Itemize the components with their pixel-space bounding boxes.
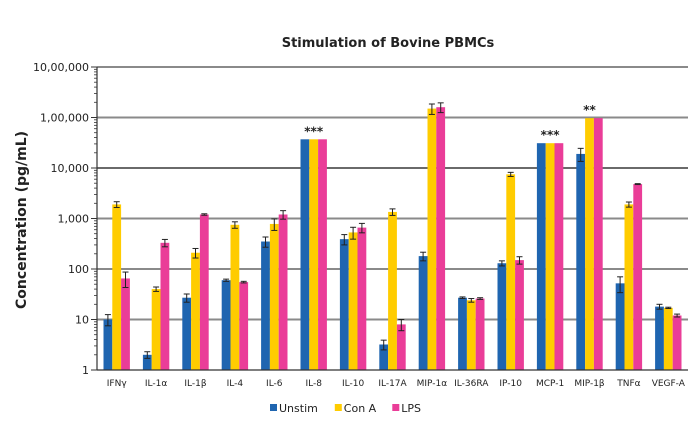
legend-label: Con A [344,402,377,415]
bar-lps [593,118,603,370]
x-tick-label: IL-4 [227,379,244,389]
bar-unstim [221,280,231,370]
x-tick-label: MIP-1α [417,379,448,389]
legend-swatch [270,404,277,411]
bar-unstim [261,241,270,370]
bar-con-a [663,307,673,370]
bar-lps [672,315,682,370]
chart-title: Stimulation of Bovine PBMCs [282,36,495,51]
y-tick-label: 1,00,000 [40,112,89,125]
bar-unstim [142,354,152,370]
bar-lps [436,107,446,370]
legend-swatch [392,404,400,411]
significance-annotation: *** [541,128,561,142]
bar-con-a [112,204,122,370]
significance-annotation: ** [583,103,596,117]
bar-con-a [269,223,279,370]
bar-con-a [585,118,594,370]
bar-con-a [624,204,634,370]
bar-con-a [191,252,200,370]
bar-con-a [230,224,240,370]
x-tick-label: MCP-1 [536,379,564,389]
bar-lps [160,242,170,370]
bar-lps [121,278,130,370]
bar-unstim [103,319,113,370]
y-tick-label: 1 [82,364,89,377]
bar-con-a [506,174,516,370]
bar-unstim [418,256,428,370]
bar-lps [515,260,524,370]
bar-lps [633,184,643,370]
bar-unstim [379,344,389,370]
bar-con-a [545,143,555,370]
significance-annotation: *** [304,124,324,138]
x-tick-label: IL-6 [266,379,283,389]
bar-unstim [339,239,349,370]
bar-lps [318,139,327,370]
x-tick-label: IL-8 [305,379,322,389]
x-tick-label: IL-17A [378,379,407,389]
bar-unstim [182,297,192,370]
bar-unstim [497,263,507,370]
bar-lps [199,214,209,370]
bar-con-a [151,289,161,370]
y-tick-label: 10 [75,314,89,327]
y-axis-label: Concentration (pg/mL) [14,131,30,309]
bar-unstim [615,283,625,370]
bar-lps [475,298,485,370]
y-tick-label: 10,000 [51,162,90,175]
x-tick-label: VEGF-A [652,379,686,389]
x-tick-label: MIP-1β [574,379,605,389]
x-tick-label: IFNγ [107,379,128,389]
bar-con-a [466,300,476,370]
bar-unstim [655,306,664,370]
bar-con-a [388,211,397,370]
bar-con-a [427,108,437,370]
y-tick-label: 1,000 [58,213,90,226]
legend-swatch [334,404,342,411]
bar-unstim [536,143,546,370]
bar-unstim [576,153,586,370]
y-tick-label: 10,00,000 [33,61,89,74]
y-tick-label: 100 [68,263,89,276]
bar-lps [239,282,249,370]
x-tick-label: IL-10 [342,379,364,389]
bar-lps [554,143,564,370]
bar-con-a [309,139,319,370]
bar-lps [396,324,406,370]
bar-con-a [348,232,358,370]
x-tick-label: IP-10 [499,379,522,389]
legend-label: Unstim [279,402,318,415]
x-tick-label: TNFα [616,379,640,389]
x-tick-label: IL-1α [145,379,167,389]
bar-lps [278,214,288,370]
bar-unstim [300,139,310,370]
x-tick-label: IL-36RA [454,379,489,389]
bar-lps [357,227,367,370]
legend-label: LPS [401,402,421,415]
legend: Unstim Con A LPS [270,402,421,415]
x-tick-label: IL-1β [184,379,206,389]
bar-unstim [458,297,467,370]
